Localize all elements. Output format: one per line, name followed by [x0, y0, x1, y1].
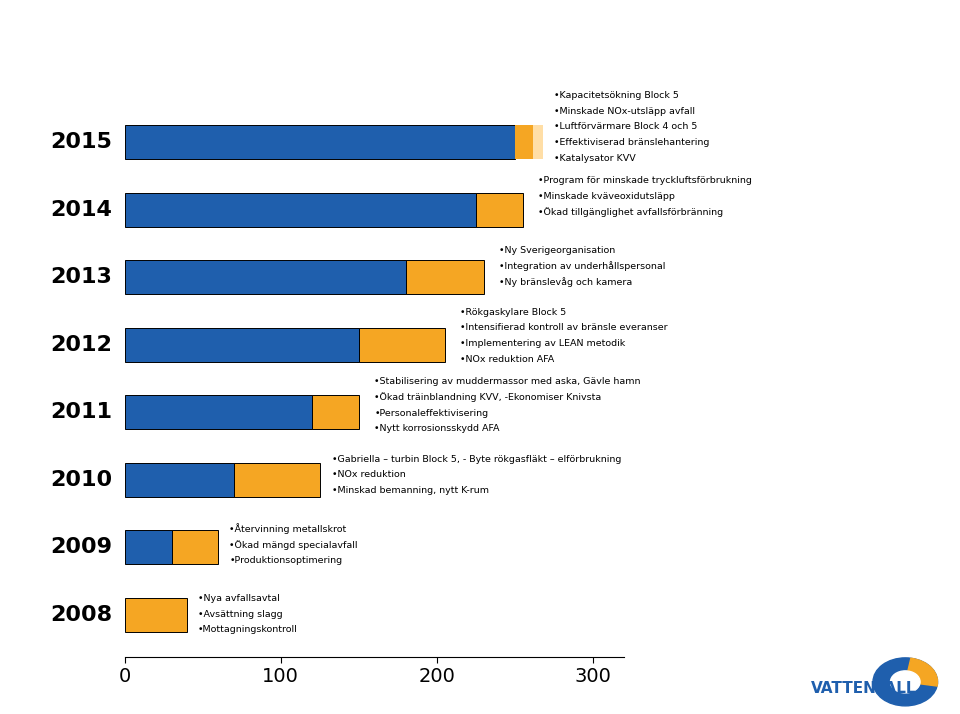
Circle shape	[891, 671, 920, 693]
Text: 2009: 2009	[50, 537, 112, 557]
Text: •Produktionsoptimering: •Produktionsoptimering	[229, 555, 343, 565]
Text: •Personaleffektivisering: •Personaleffektivisering	[374, 408, 489, 418]
Bar	[125, 261, 406, 294]
Text: 2011: 2011	[50, 402, 112, 422]
Text: •Minskade NOx-utsläpp avfall: •Minskade NOx-utsläpp avfall	[554, 106, 695, 116]
Text: •Gabriella – turbin Block 5, - Byte rökgasfläkt – elförbrukning: •Gabriella – turbin Block 5, - Byte rökg…	[332, 455, 621, 464]
Text: •Avsättning slagg: •Avsättning slagg	[198, 610, 282, 619]
Bar	[533, 125, 543, 159]
Bar	[125, 463, 234, 496]
Text: •Katalysator KVV: •Katalysator KVV	[554, 154, 636, 163]
Text: 2008: 2008	[50, 605, 112, 625]
Text: •Ny bränslevåg och kamera: •Ny bränslevåg och kamera	[499, 277, 633, 287]
Text: •Ökad mängd specialavfall: •Ökad mängd specialavfall	[229, 540, 358, 550]
Text: •Stabilisering av muddermassor med aska, Gävle hamn: •Stabilisering av muddermassor med aska,…	[374, 377, 640, 386]
Bar	[515, 125, 533, 159]
Bar	[476, 193, 522, 226]
Text: Effektiviseringsarbeten mellan 2008 - 2015, MSEK: Effektiviseringsarbeten mellan 2008 - 20…	[24, 29, 888, 57]
Bar	[406, 261, 484, 294]
Text: •Ökad träinblandning KVV, -Ekonomiser Knivsta: •Ökad träinblandning KVV, -Ekonomiser Kn…	[374, 393, 602, 403]
Text: VATTENFALL: VATTENFALL	[811, 681, 917, 696]
Bar	[125, 125, 515, 159]
Text: •Luftförvärmare Block 4 och 5: •Luftförvärmare Block 4 och 5	[554, 122, 697, 131]
Text: •Effektiviserad bränslehantering: •Effektiviserad bränslehantering	[554, 138, 709, 147]
Bar	[125, 531, 172, 564]
Text: •Ökad tillgänglighet avfallsförbränning: •Ökad tillgänglighet avfallsförbränning	[538, 207, 723, 217]
Text: •Nya avfallsavtal: •Nya avfallsavtal	[198, 594, 279, 603]
Text: •NOx reduktion: •NOx reduktion	[332, 471, 406, 480]
Text: •Integration av underhållspersonal: •Integration av underhållspersonal	[499, 261, 665, 271]
Text: •Minskad bemanning, nytt K-rum: •Minskad bemanning, nytt K-rum	[332, 486, 490, 496]
Text: •Ny Sverigeorganisation: •Ny Sverigeorganisation	[499, 246, 615, 255]
Bar	[125, 328, 359, 361]
Bar	[312, 396, 359, 429]
Bar	[125, 396, 312, 429]
Text: •Rökgaskylare Block 5: •Rökgaskylare Block 5	[460, 308, 566, 317]
Text: 2015: 2015	[51, 132, 112, 152]
Text: •Program för minskade tryckluftsförbrukning: •Program för minskade tryckluftsförbrukn…	[538, 176, 752, 186]
Text: •Kapacitetsökning Block 5: •Kapacitetsökning Block 5	[554, 91, 679, 100]
Text: 2012: 2012	[51, 335, 112, 355]
Bar	[359, 328, 444, 361]
Text: •NOx reduktion AFA: •NOx reduktion AFA	[460, 355, 554, 364]
Bar	[125, 193, 476, 226]
Text: 2014: 2014	[51, 200, 112, 220]
Text: •Återvinning metallskrot: •Återvinning metallskrot	[229, 523, 347, 534]
Text: •Implementering av LEAN metodik: •Implementering av LEAN metodik	[460, 339, 625, 348]
Wedge shape	[905, 658, 938, 686]
Bar	[125, 598, 187, 632]
Circle shape	[873, 658, 938, 706]
Bar	[172, 531, 219, 564]
Text: •Minskade kväveoxidutsläpp: •Minskade kväveoxidutsläpp	[538, 192, 675, 201]
Text: •Mottagningskontroll: •Mottagningskontroll	[198, 625, 298, 635]
Text: •Intensifierad kontroll av bränsle everanser: •Intensifierad kontroll av bränsle evera…	[460, 323, 668, 333]
Bar	[234, 463, 320, 496]
Text: •Nytt korrosionsskydd AFA: •Nytt korrosionsskydd AFA	[374, 424, 500, 433]
Text: 2010: 2010	[50, 470, 112, 490]
Text: 2013: 2013	[51, 267, 112, 287]
